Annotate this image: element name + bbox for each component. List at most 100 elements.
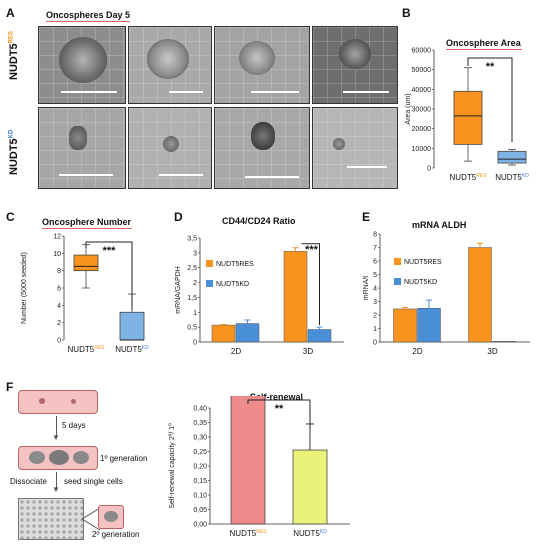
legend-label: NUDT5KD (216, 281, 249, 288)
y-tick-label: 8 (57, 268, 61, 275)
bar (230, 396, 266, 525)
legend-label: NUDT5RES (216, 261, 254, 268)
y-tick-label: 10 (53, 251, 61, 258)
category-label: 2D (231, 347, 241, 356)
bar (235, 323, 260, 343)
significance-bracket (467, 57, 513, 142)
arrow-down-icon: ▼ (52, 485, 60, 494)
significance-bracket (301, 243, 320, 326)
y-tick-label: 1,5 (187, 295, 197, 302)
micrograph-kd-2 (128, 107, 212, 189)
category-label: 2D (412, 347, 422, 356)
panel-letter-e: E (362, 210, 371, 224)
significance-marker: *** (305, 244, 319, 256)
panel-letter-b: B (402, 6, 411, 20)
y-tick-label: 3,5 (187, 236, 197, 243)
legend-swatch (394, 258, 401, 265)
y-tick-label: 0,10 (193, 493, 207, 500)
row-label-kd: NUDT5KD (8, 129, 20, 175)
y-tick-label: 0,30 (193, 435, 207, 442)
single-well (98, 505, 124, 529)
culture-dish-1 (18, 390, 98, 414)
legend-swatch (394, 278, 401, 285)
y-axis-label: Self-renewal capacity 2º/ 1º (169, 423, 176, 509)
y-tick-label: 0,15 (193, 478, 207, 485)
panel-letter-f: F (6, 380, 14, 394)
y-tick-label: 40000 (412, 87, 432, 94)
panel-f-title: Self-renewal (250, 392, 304, 402)
y-tick-label: 50000 (412, 67, 432, 74)
seed-label: seed single cells (64, 477, 123, 486)
title-underline (42, 228, 132, 229)
title-underline (46, 21, 130, 22)
panel-d-title: CD44/CD24 Ratio (222, 216, 296, 226)
micrograph-kd-3 (214, 107, 310, 189)
category-label: NUDT5KD (495, 173, 529, 182)
generation2-label: 2º generation (92, 530, 140, 539)
bar (492, 341, 516, 343)
y-tick-label: 20000 (412, 126, 432, 133)
category-label: NUDT5RES (68, 345, 106, 354)
y-tick-label: 0 (57, 338, 61, 345)
area-boxplot: 0 10000 20000 30000 40000 50000 60000 Area (um)… (405, 48, 529, 183)
title-underline (446, 49, 522, 50)
significance-marker: *** (103, 245, 117, 257)
category-label: NUDT5KD (115, 345, 149, 354)
y-tick-label: 0,05 (193, 507, 207, 514)
panel-letter-c: C (6, 210, 15, 224)
category-label: 3D (487, 347, 497, 356)
y-tick-label: 0 (373, 340, 377, 347)
micrograph-res-1 (38, 26, 126, 104)
y-tick-label: 12 (53, 234, 61, 241)
y-tick-label: 6 (57, 286, 61, 293)
bar (307, 329, 332, 343)
y-tick-label: 4 (57, 303, 61, 310)
number-boxplot: 0 2 4 6 8 10 12 Number (5000 seeded) NUDT5RES NUD… (21, 234, 149, 355)
significance-marker: ** (275, 403, 284, 415)
y-tick-label: 0,5 (187, 325, 197, 332)
panel-letter-d: D (174, 210, 183, 224)
y-tick-label: 3 (193, 250, 197, 257)
y-tick-label: 6 (373, 259, 377, 266)
y-tick-label: 2,5 (187, 265, 197, 272)
bar (292, 449, 328, 525)
y-axis-label: mRNA/t (363, 276, 370, 301)
bar (393, 308, 417, 343)
y-tick-label: 0 (427, 166, 431, 173)
y-tick-label: 0,35 (193, 420, 207, 427)
y-axis-label: Number (5000 seeded) (21, 252, 28, 324)
category-label: 3D (303, 347, 313, 356)
micrograph-kd-4 (312, 107, 398, 189)
panel-e-title: mRNA ALDH (412, 220, 467, 230)
bar (417, 308, 441, 343)
arrow-line (56, 472, 57, 488)
significance-marker: ** (486, 61, 495, 73)
y-tick-label: 1 (193, 310, 197, 317)
y-tick-label: 4 (373, 286, 377, 293)
legend-label: NUDT5KD (404, 279, 437, 286)
panel-c-title: Oncosphere Number (42, 217, 132, 227)
y-tick-label: 5 (373, 272, 377, 279)
y-tick-label: 2 (193, 280, 197, 287)
arrow-down-icon: ▼ (52, 433, 60, 442)
cd44-bar-chart: 0 0,5 1 1,5 2 2,5 3 3,5 mRNA/GAPDH 2D 3D NUDT5RES NU… (175, 236, 344, 356)
row-label-res: NUDT5RES (8, 30, 20, 80)
box (119, 311, 145, 341)
panel-a-title: Oncospheres Day 5 (46, 10, 131, 20)
zoom-lines (82, 507, 101, 531)
micrograph-kd-1 (38, 107, 126, 189)
category-label: NUDT5KD (293, 529, 327, 538)
category-label: NUDT5RES (450, 173, 488, 182)
days-label: 5 days (62, 421, 86, 430)
micrograph-res-2 (128, 26, 212, 104)
panel-b-title: Oncosphere Area (446, 38, 521, 48)
y-tick-label: 2 (57, 320, 61, 327)
y-tick-label: 10000 (412, 146, 432, 153)
y-tick-label: 0,20 (193, 464, 207, 471)
micrograph-res-4 (312, 26, 398, 104)
significance-bracket (247, 399, 311, 430)
bar (468, 247, 492, 343)
arrow-line (56, 416, 57, 436)
y-tick-label: 0,25 (193, 449, 207, 456)
bar (283, 251, 308, 343)
